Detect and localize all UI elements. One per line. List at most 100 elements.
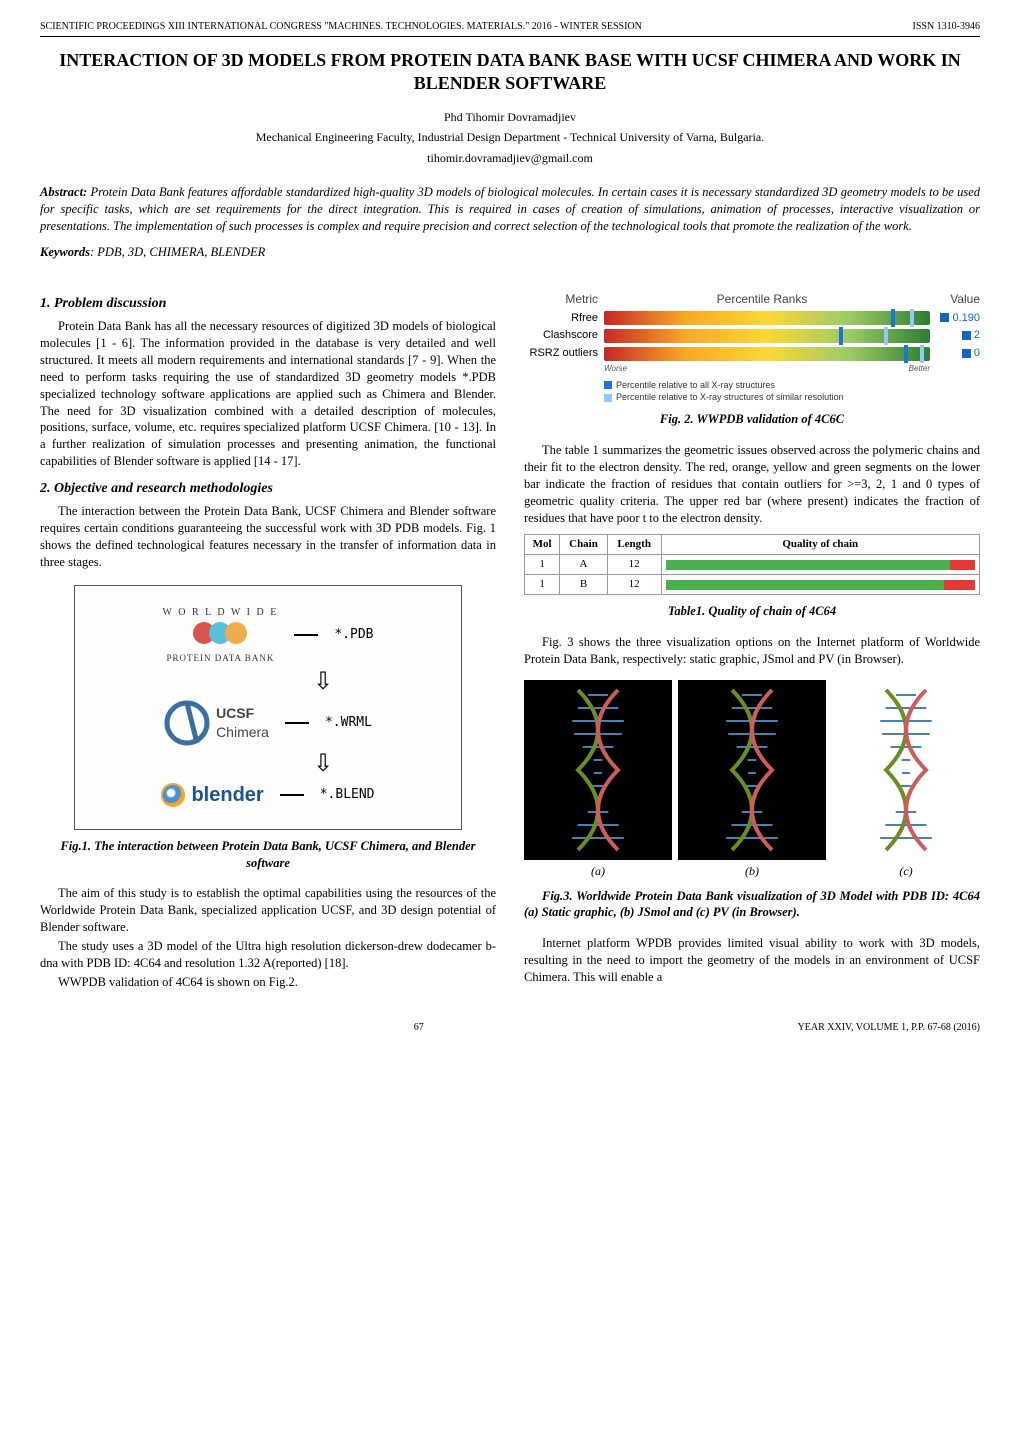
dna-helix-icon: [702, 685, 802, 855]
table-header-cell: Quality of chain: [661, 535, 980, 555]
panel-letter: (c): [832, 863, 980, 879]
section-2-p2: The aim of this study is to establish th…: [40, 885, 496, 936]
abstract-text: Protein Data Bank features affordable st…: [40, 185, 980, 233]
section-2-heading: 2. Objective and research methodologies: [40, 480, 496, 499]
paper-title: INTERACTION OF 3D MODELS FROM PROTEIN DA…: [40, 49, 980, 96]
footer-citation: YEAR XXIV, VOLUME 1, P.P. 67-68 (2016): [798, 1021, 980, 1035]
figure-2: Metric Percentile Ranks Value Rfree 0.19…: [524, 291, 980, 403]
panel-letter: (a): [524, 863, 672, 879]
val-header-metric: Metric: [524, 291, 604, 307]
table-1: MolChainLengthQuality of chain 1 A 12 1 …: [524, 534, 980, 595]
content-columns: 1. Problem discussion Protein Data Bank …: [40, 285, 980, 992]
cell-length: 12: [607, 575, 661, 595]
table-header-cell: Mol: [525, 535, 560, 555]
legend-text-2: Percentile relative to X-ray structures …: [616, 392, 844, 402]
format-wrml: *.WRML: [325, 714, 372, 732]
cell-length: 12: [607, 555, 661, 575]
author-name: Phd Tihomir Dovramadjiev: [40, 109, 980, 125]
page-footer: 67 YEAR XXIV, VOLUME 1, P.P. 67-68 (2016…: [40, 1021, 980, 1035]
abstract-label: Abstract:: [40, 185, 87, 199]
p-last: Internet platform WPDB provides limited …: [524, 935, 980, 986]
worse-better-axis: Worse Better: [604, 364, 930, 375]
keywords-block: Keywords: PDB, 3D, CHIMERA, BLENDER: [40, 244, 980, 261]
affiliation: Mechanical Engineering Faculty, Industri…: [40, 129, 980, 145]
section-2-p3: The study uses a 3D model of the Ultra h…: [40, 938, 496, 972]
worse-label: Worse: [604, 364, 627, 375]
header-left: SCIENTIFIC PROCEEDINGS XIII INTERNATIONA…: [40, 20, 642, 34]
validation-value: 0: [930, 346, 980, 361]
section-2-p4: WWPDB validation of 4C64 is shown on Fig…: [40, 974, 496, 991]
globe-icon: [190, 619, 250, 647]
figure-2-caption: Fig. 2. WWPDB validation of 4C6C: [524, 411, 980, 428]
connector-line: [285, 722, 309, 724]
cell-mol: 1: [525, 555, 560, 575]
validation-bar: [604, 311, 930, 325]
validation-header: Metric Percentile Ranks Value: [524, 291, 980, 307]
format-pdb: *.PDB: [334, 626, 373, 644]
right-column: Metric Percentile Ranks Value Rfree 0.19…: [524, 285, 980, 992]
legend-square-2: [604, 394, 612, 402]
better-label: Better: [909, 364, 930, 375]
figure-1-caption: Fig.1. The interaction between Protein D…: [40, 838, 496, 872]
chimera-icon: [164, 700, 210, 746]
header-issn: ISSN 1310-3946: [912, 20, 980, 34]
section-1-p1: Protein Data Bank has all the necessary …: [40, 318, 496, 470]
validation-row: Clashscore 2: [524, 328, 980, 343]
chimera-label-1: UCSF: [216, 704, 269, 723]
validation-value: 0.190: [930, 311, 980, 326]
figure-1: W O R L D W I D E PROTEIN DATA BANK *.PD…: [74, 585, 462, 830]
validation-row: RSRZ outliers 0: [524, 346, 980, 361]
p-after-fig2: The table 1 summarizes the geometric iss…: [524, 442, 980, 526]
pdb-label-bottom: PROTEIN DATA BANK: [163, 652, 279, 664]
connector-line: [280, 794, 304, 796]
arrow-down-icon: ⇩: [199, 752, 447, 776]
blender-icon: [161, 783, 185, 807]
chimera-label-2: Chimera: [216, 723, 269, 742]
cell-quality: [661, 555, 980, 575]
left-column: 1. Problem discussion Protein Data Bank …: [40, 285, 496, 992]
validation-metric-label: Clashscore: [524, 328, 604, 343]
blender-label: blender: [191, 782, 263, 809]
visualization-panel: (a): [524, 680, 672, 860]
val-header-ranks: Percentile Ranks: [604, 291, 920, 307]
connector-line: [294, 634, 318, 636]
legend-text-1: Percentile relative to all X-ray structu…: [616, 380, 775, 390]
table-row: 1 B 12: [525, 575, 980, 595]
validation-bar: [604, 329, 930, 343]
format-blend: *.BLEND: [320, 786, 375, 804]
blender-logo: blender: [161, 782, 263, 809]
figure-3-caption: Fig.3. Worldwide Protein Data Bank visua…: [524, 888, 980, 922]
pdb-logo: W O R L D W I D E PROTEIN DATA BANK: [163, 606, 279, 664]
table-row: 1 A 12: [525, 555, 980, 575]
panel-letter: (b): [678, 863, 826, 879]
abstract-block: Abstract: Protein Data Bank features aff…: [40, 184, 980, 235]
cell-chain: A: [560, 555, 608, 575]
author-email: tihomir.dovramadjiev@gmail.com: [40, 150, 980, 166]
table-header-cell: Chain: [560, 535, 608, 555]
validation-row: Rfree 0.190: [524, 311, 980, 326]
pdb-label-top: W O R L D W I D E: [163, 606, 279, 620]
cell-chain: B: [560, 575, 608, 595]
p-after-table1: Fig. 3 shows the three visualization opt…: [524, 634, 980, 668]
visualization-panel: (c): [832, 680, 980, 860]
dna-helix-icon: [548, 685, 648, 855]
arrow-down-icon: ⇩: [199, 670, 447, 694]
figure-3: (a) (b) (c): [524, 680, 980, 860]
val-header-value: Value: [920, 291, 980, 307]
keywords-label: Keywords: [40, 245, 90, 259]
section-2-p1: The interaction between the Protein Data…: [40, 503, 496, 571]
dna-helix-icon: [856, 685, 956, 855]
cell-quality: [661, 575, 980, 595]
keywords-text: : PDB, 3D, CHIMERA, BLENDER: [90, 245, 265, 259]
visualization-panel: (b): [678, 680, 826, 860]
table-header-cell: Length: [607, 535, 661, 555]
validation-bar: [604, 347, 930, 361]
legend-square-1: [604, 381, 612, 389]
page-number: 67: [414, 1021, 424, 1035]
section-1-heading: 1. Problem discussion: [40, 295, 496, 314]
cell-mol: 1: [525, 575, 560, 595]
running-header: SCIENTIFIC PROCEEDINGS XIII INTERNATIONA…: [40, 20, 980, 37]
validation-value: 2: [930, 328, 980, 343]
chimera-logo: UCSF Chimera: [164, 700, 269, 746]
table-1-caption: Table1. Quality of chain of 4C64: [524, 603, 980, 620]
